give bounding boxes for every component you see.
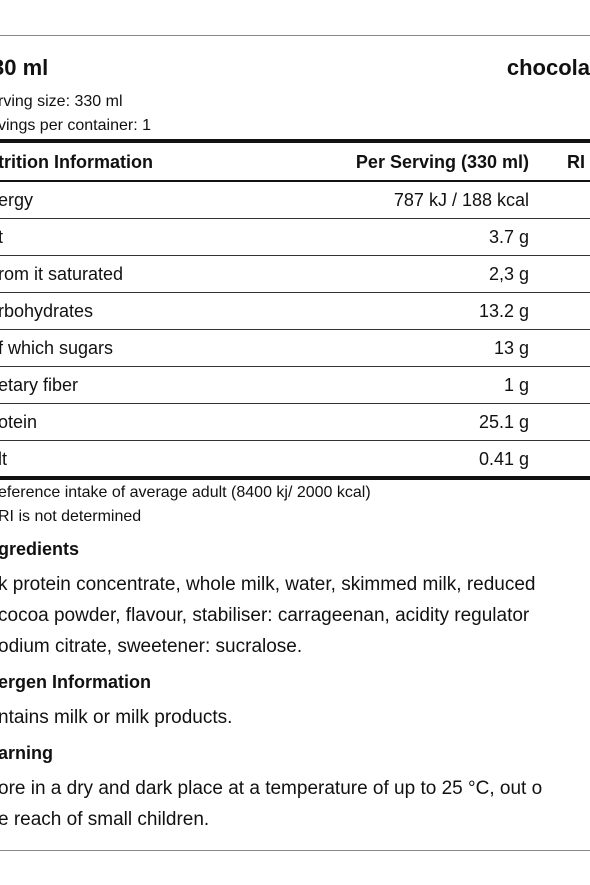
flavour: chocola: [506, 55, 590, 80]
serving-size: rving size: 330 ml: [0, 93, 123, 110]
row-rule: [0, 329, 590, 330]
nutrient: t: [0, 227, 4, 247]
row-rule: [0, 403, 590, 404]
title: 30 ml: [0, 55, 49, 80]
footnote: RI is not determined: [0, 508, 142, 525]
paragraph-line: ore in a dry and dark place at a tempera…: [0, 778, 543, 799]
paragraph-line: k protein concentrate, whole milk, water…: [0, 574, 536, 595]
amount: 13 g: [493, 338, 529, 358]
nutrient: rbohydrates: [0, 301, 94, 321]
amount: 3.7 g: [488, 227, 529, 247]
row-rule: [0, 218, 590, 219]
amount: 787 kJ / 188 kcal: [393, 190, 529, 210]
top-rule: [0, 35, 590, 36]
row-rule: [0, 292, 590, 293]
nutrient: rom it saturated: [0, 264, 124, 284]
servings: vings per container: 1: [0, 117, 151, 134]
amount: 0.41 g: [478, 449, 529, 469]
header-rule: [0, 180, 590, 182]
row-rule: [0, 440, 590, 441]
nutrient: lt: [0, 449, 7, 469]
amount: 25.1 g: [478, 412, 529, 432]
row-rule: [0, 255, 590, 256]
nutrient: ergy: [0, 190, 34, 210]
nutrient: otein: [0, 412, 38, 432]
amount: 2,3 g: [488, 264, 529, 284]
paragraph-line: ntains milk or milk products.: [0, 707, 233, 728]
nutrient: f which sugars: [0, 338, 114, 358]
column-header: RI: [567, 152, 585, 172]
thick-rule: [0, 139, 590, 143]
section-heading: gredients: [0, 539, 80, 559]
bottom-rule: [0, 850, 590, 851]
section-heading: arning: [0, 743, 54, 763]
section-heading: ergen Information: [0, 672, 152, 692]
amount: 1 g: [503, 375, 529, 395]
amount: 13.2 g: [478, 301, 529, 321]
thick-rule: [0, 476, 590, 480]
footnote: eference intake of average adult (8400 k…: [0, 484, 371, 501]
row-rule: [0, 366, 590, 367]
paragraph-line: e reach of small children.: [0, 809, 210, 830]
nutrient: etary fiber: [0, 375, 79, 395]
paragraph-line: odium citrate, sweetener: sucralose.: [0, 636, 303, 657]
column-header: Per Serving (330 ml): [355, 152, 529, 172]
paragraph-line: cocoa powder, flavour, stabiliser: carra…: [0, 605, 530, 626]
column-header: trition Information: [0, 152, 153, 172]
